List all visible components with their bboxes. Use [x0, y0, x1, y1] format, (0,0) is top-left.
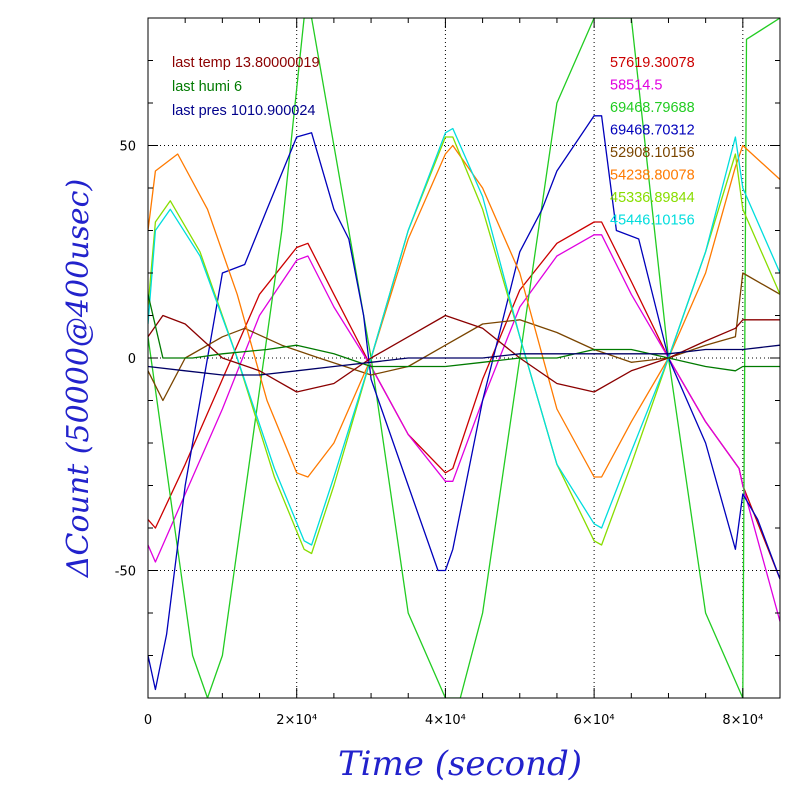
right-legend-entry: 54238.80078: [610, 168, 695, 184]
x-tick-label: 0: [144, 713, 152, 728]
legend-right: 57619.30078 58514.5 69468.79688 69468.70312…: [610, 55, 695, 229]
ticks: [147, 17, 781, 698]
left-legend-entry: last humi 6: [172, 79, 242, 95]
legend-left: last temp 13.80000019 last humi 6 last pre…: [172, 55, 320, 119]
series-line-7: [148, 127, 780, 546]
y-tick-label: 0: [128, 352, 136, 367]
series-line-1: [148, 234, 780, 622]
series-line-8: [148, 314, 780, 393]
x-tick-label: 2×10⁴: [276, 713, 317, 728]
y-tick-label: 50: [119, 140, 136, 155]
right-legend-entry: 52908.10156: [610, 145, 695, 161]
right-legend-entry: 57619.30078: [610, 55, 695, 71]
right-legend-entry: 69468.79688: [610, 100, 695, 116]
left-legend-entry: last temp 13.80000019: [172, 55, 320, 71]
x-tick-label: 8×10⁴: [722, 713, 763, 728]
x-tick-label: 4×10⁴: [425, 713, 466, 728]
tick-labels: 0 2×10⁴ 4×10⁴ 6×10⁴ 8×10⁴ -50 0 50: [115, 140, 764, 729]
series-line-4: [148, 272, 780, 402]
series-line-9: [148, 294, 780, 372]
left-legend-entry: last pres 1010.900024: [172, 103, 316, 119]
right-legend-entry: 58514.5: [610, 78, 662, 94]
x-tick-label: 6×10⁴: [574, 713, 615, 728]
series-layer: [148, 18, 780, 698]
series-line-5: [148, 144, 780, 478]
y-axis-title: ΔCount (50000@400usec): [61, 179, 96, 578]
x-axis-title: Time (second): [338, 744, 582, 784]
right-legend-entry: 45446.10156: [610, 213, 695, 229]
y-tick-label: -50: [115, 565, 136, 580]
series-line-10: [148, 344, 780, 376]
series-line-0: [148, 221, 780, 580]
right-legend-entry: 69468.70312: [610, 123, 695, 139]
right-legend-entry: 45336.89844: [610, 190, 695, 206]
